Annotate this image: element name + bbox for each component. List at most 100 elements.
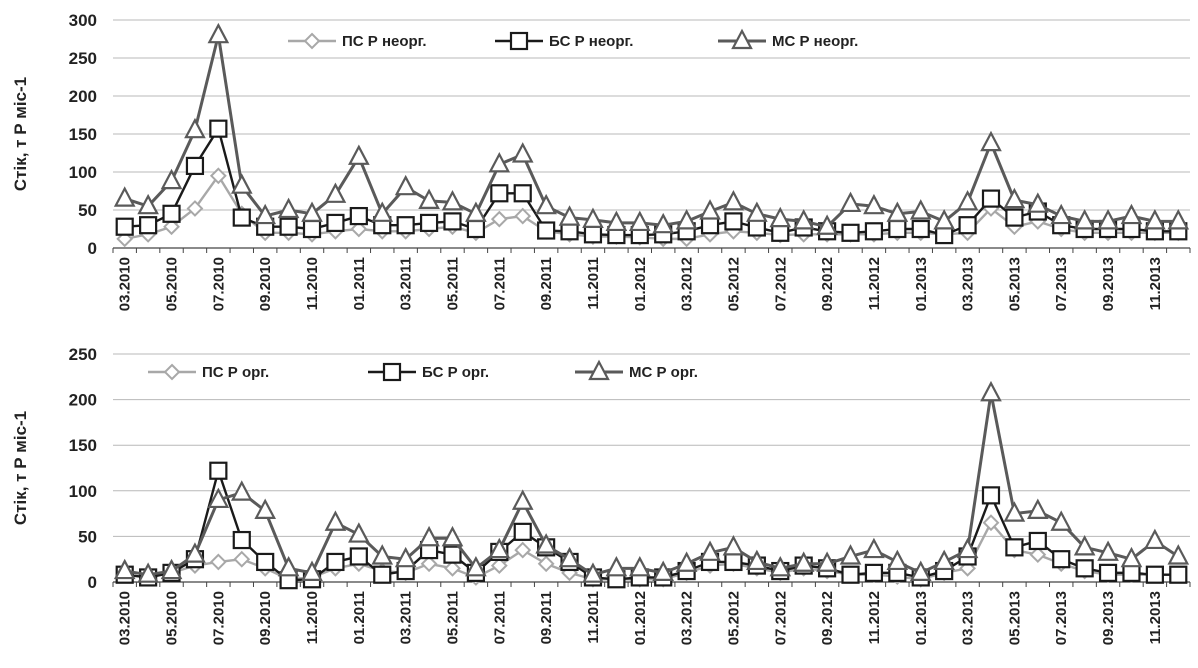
data-point (863, 193, 885, 215)
data-point (582, 562, 604, 583)
data-point (1003, 187, 1026, 209)
data-point (209, 553, 227, 571)
x-tick-label: 11.2012 (866, 257, 883, 310)
data-point (933, 209, 955, 230)
data-point (841, 223, 860, 242)
data-point (628, 555, 651, 577)
x-tick-label: 05.2010 (164, 257, 181, 311)
x-tick-label: 11.2010 (304, 257, 321, 310)
data-point (886, 549, 909, 571)
data-point (1050, 510, 1073, 531)
data-point (230, 480, 253, 501)
data-point (1005, 538, 1024, 557)
data-point (394, 546, 417, 568)
legend-label: ПС Р неорг. (342, 33, 427, 50)
data-point (441, 525, 464, 547)
data-point (418, 188, 440, 209)
x-tick-label: 11.2011 (585, 591, 602, 644)
x-tick-label: 05.2010 (164, 591, 181, 645)
legend-label: БС Р неорг. (549, 33, 633, 50)
x-tick-label: 03.2012 (679, 591, 696, 645)
data-point (724, 552, 743, 572)
x-tick-label: 11.2012 (866, 591, 883, 644)
x-tick-label: 05.2011 (444, 591, 461, 644)
data-point (326, 213, 345, 233)
y-tick-label: 50 (78, 201, 97, 220)
x-tick-label: 03.2010 (117, 257, 134, 311)
data-point (302, 219, 322, 239)
data-point (816, 214, 838, 235)
x-tick-label: 09.2011 (538, 591, 555, 644)
data-point (699, 540, 721, 561)
series-diamond (116, 514, 1187, 588)
legend-marker (163, 363, 181, 381)
x-tick-label: 09.2012 (819, 257, 836, 311)
data-point (769, 555, 792, 577)
data-point (488, 152, 511, 173)
data-point (583, 225, 603, 244)
data-point (396, 216, 415, 235)
data-point (863, 537, 885, 559)
x-tick-label: 01.2012 (632, 591, 649, 645)
y-tick-label: 50 (78, 527, 97, 546)
data-point (301, 201, 323, 222)
data-point (628, 210, 651, 232)
data-point (277, 197, 300, 219)
data-point (886, 201, 909, 222)
data-point (1026, 192, 1049, 213)
data-point (466, 219, 486, 239)
data-point (1167, 209, 1190, 230)
x-tick-label: 05.2013 (1006, 257, 1023, 311)
series-triangle (113, 22, 1190, 235)
data-point (1073, 534, 1096, 556)
data-point (139, 216, 158, 235)
data-point (652, 212, 675, 234)
x-tick-label: 05.2011 (444, 257, 461, 310)
data-point (279, 217, 298, 236)
data-point (511, 489, 534, 510)
legend-label: БС Р орг. (422, 364, 489, 381)
data-point (1028, 531, 1047, 551)
data-point (652, 560, 675, 581)
data-point (1075, 559, 1094, 578)
x-tick-label: 07.2013 (1053, 591, 1070, 645)
data-point (420, 555, 438, 573)
data-point (981, 189, 1001, 208)
x-tick-label: 01.2011 (351, 591, 368, 644)
y-tick-label: 150 (69, 436, 97, 455)
series-line (124, 33, 1179, 229)
data-point (349, 206, 368, 226)
legend-label: МС Р неорг. (772, 33, 858, 50)
data-point (488, 537, 511, 559)
legend-marker (382, 362, 402, 382)
data-point (1120, 546, 1143, 568)
x-tick-label: 07.2010 (210, 257, 227, 311)
x-tick-label: 09.2012 (819, 591, 836, 645)
series-line (124, 521, 1179, 581)
x-tick-label: 11.2013 (1147, 591, 1164, 644)
data-point (675, 209, 698, 230)
data-point (537, 221, 556, 240)
data-point (256, 552, 275, 572)
data-point (233, 550, 251, 568)
series-line (124, 127, 1179, 237)
data-point (232, 530, 251, 550)
data-point (163, 218, 180, 236)
data-point (137, 193, 159, 215)
x-tick-label: 09.2010 (257, 591, 274, 645)
series-line (124, 174, 1179, 241)
data-point (675, 551, 698, 572)
x-tick-label: 07.2010 (210, 591, 227, 645)
chart-panel-inorganic: 0 50 100 150 200 250 300 Стік, т Р міс-1 03.2010… (11, 11, 1191, 311)
x-tick-label: 11.2010 (304, 591, 321, 644)
data-point (1003, 501, 1026, 522)
legend-marker (303, 32, 321, 50)
data-point (350, 220, 368, 238)
data-point (513, 184, 532, 203)
legend-item: МС Р орг. (575, 359, 698, 381)
x-tick-label: 07.2011 (491, 591, 508, 644)
data-point (724, 212, 743, 231)
legend-label: ПС Р орг. (202, 364, 269, 381)
x-tick-label: 05.2012 (725, 257, 742, 311)
